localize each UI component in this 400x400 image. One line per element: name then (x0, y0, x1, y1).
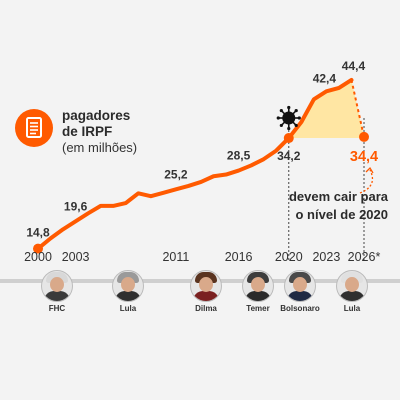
virus-icon (276, 105, 301, 131)
president-name: Dilma (195, 304, 217, 313)
data-label-2023: 42,4 (313, 71, 337, 85)
x-tick-label: 2023 (312, 250, 340, 264)
highlight-area (288, 79, 364, 139)
forecast-line (350, 79, 365, 138)
document-icon (26, 117, 42, 138)
x-tick-label: 2003 (62, 250, 90, 264)
data-label-2003: 19,6 (64, 199, 88, 213)
president-item: FHC (27, 270, 87, 313)
data-label-2011: 25,2 (164, 167, 188, 181)
data-point-2000 (33, 243, 43, 254)
president-name: Bolsonaro (280, 304, 320, 313)
avatar (242, 270, 274, 302)
avatar (336, 270, 368, 302)
x-tick-label: 2016 (225, 250, 253, 264)
data-label-2000: 14,8 (26, 226, 50, 240)
president-name: Lula (343, 304, 361, 313)
legend-line-1: pagadores (62, 108, 131, 123)
data-label-2020: 34,2 (277, 149, 301, 163)
data-label-2025: 44,4 (342, 59, 366, 73)
legend-line-2: de IRPF (62, 124, 113, 139)
avatar (41, 270, 73, 302)
president-name: Temer (246, 304, 270, 313)
x-tick-label: 2026* (348, 250, 381, 264)
avatar (190, 270, 222, 302)
data-label-2026: 34,4 (350, 149, 378, 165)
legend-badge (15, 109, 53, 147)
data-point-2020 (283, 133, 294, 144)
x-tick-label: 2000 (24, 250, 52, 264)
forecast-annotation: devem cair para o nível de 2020 (238, 188, 388, 224)
avatar (284, 270, 316, 302)
president-item: Temer (228, 270, 288, 313)
president-item: Lula (98, 270, 158, 313)
series-line (36, 77, 354, 251)
president-name: FHC (48, 304, 66, 313)
annotation-line-2: o nível de 2020 (295, 207, 389, 222)
avatar (112, 270, 144, 302)
annotation-line-1: devem cair para (288, 189, 388, 204)
data-label-2016: 28,5 (227, 149, 251, 163)
annotation-arrowhead (365, 166, 374, 174)
president-item: Lula (322, 270, 382, 313)
data-point-2026 (359, 131, 369, 142)
x-tick-label: 2011 (162, 250, 189, 264)
x-tick-label: 2020 (275, 250, 303, 264)
legend: pagadores de IRPF (em milhões) (62, 108, 137, 156)
president-item: Dilma (176, 270, 236, 313)
president-name: Lula (119, 304, 137, 313)
legend-unit: (em milhões) (62, 140, 138, 155)
president-item: Bolsonaro (270, 270, 330, 313)
